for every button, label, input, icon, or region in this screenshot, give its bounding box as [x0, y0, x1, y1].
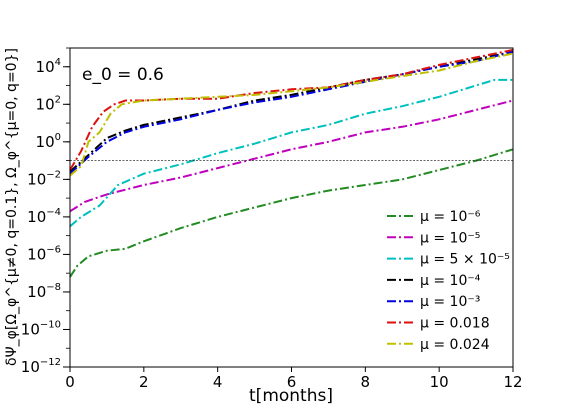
legend-label-1: μ = 10⁻⁶ [420, 209, 481, 225]
y-tick-label: 10−12 [21, 357, 61, 376]
x-tick-label: 6 [287, 373, 297, 391]
x-tick-label: 8 [361, 373, 371, 391]
x-tick-label: 2 [139, 373, 149, 391]
series-layer [69, 48, 514, 278]
series-line-2 [69, 99, 514, 213]
legend-label-2: μ = 10⁻⁵ [420, 230, 480, 246]
y-tick-label: 10−4 [27, 207, 61, 226]
legend-label-4: μ = 10⁻⁴ [420, 273, 481, 289]
series-line-3 [69, 78, 513, 228]
y-tick-label: 10−6 [27, 244, 61, 263]
y-tick-label: 10−8 [27, 282, 61, 301]
y-tick-label: 102 [36, 94, 61, 113]
x-tick-label: 0 [65, 373, 75, 391]
annotation-e0: e_0 = 0.6 [82, 65, 164, 85]
x-axis: 0 2 4 6 8 10 12 [65, 367, 523, 391]
legend: μ = 10⁻⁶ μ = 10⁻⁵ μ = 5 × 10⁻⁵ μ = 10⁻⁴ μ = … [387, 209, 510, 353]
y-tick-label: 100 [36, 132, 61, 151]
x-tick-label: 10 [430, 373, 449, 391]
y-tick-label: 10−10 [21, 319, 61, 338]
legend-label-5: μ = 10⁻³ [420, 294, 480, 310]
series-line-1 [69, 148, 514, 278]
series-line-7 [69, 52, 514, 177]
legend-label-3: μ = 5 × 10⁻⁵ [420, 252, 510, 268]
y-axis-label: δΨ_φ[Ω_φ^{μ≠0, q=0.1}, Ω_φ^{μ=0, q=0}] [4, 48, 20, 366]
x-tick-label: 12 [503, 373, 522, 391]
legend-label-6: μ = 0.018 [420, 316, 490, 332]
x-axis-label: t[months] [249, 386, 333, 406]
y-tick-label: 10−2 [27, 169, 61, 188]
y-axis: 10−12 10−10 10−8 10−6 10−4 10−2 100 102 104 [21, 47, 70, 376]
legend-label-7: μ = 0.024 [420, 337, 490, 353]
y-tick-label: 104 [36, 57, 61, 76]
series-line-5 [69, 50, 514, 175]
x-tick-label: 4 [213, 373, 223, 391]
